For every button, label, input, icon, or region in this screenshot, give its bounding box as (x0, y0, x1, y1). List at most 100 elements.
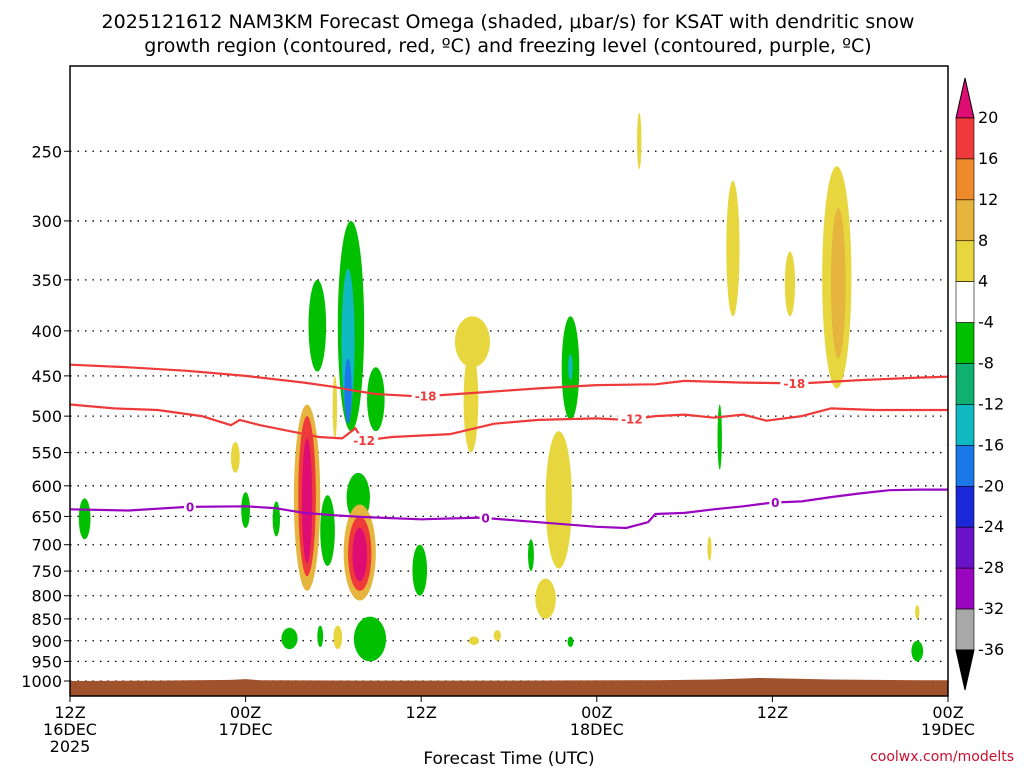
colorbar-label-9: -20 (978, 476, 1004, 495)
y-tick-label-300: 300 (31, 212, 62, 231)
y-tick-label-400: 400 (31, 322, 62, 341)
colorbar-label-7: -12 (978, 394, 1004, 413)
x-tick-label-4-0: 12Z (757, 703, 788, 722)
freezing-level-label-bg-0 (183, 499, 196, 514)
colorbar-swatch-12 (955, 608, 975, 651)
chart-title-line2: growth region (contoured, red, ºC) and f… (144, 35, 871, 57)
x-tick-label-0-0: 12Z (54, 703, 85, 722)
colorbar-swatch-6 (955, 363, 975, 405)
colorbar-swatch-0 (955, 117, 975, 160)
colorbar-swatch-8 (955, 445, 975, 487)
colorbar-label-11: -28 (978, 558, 1004, 577)
colorbar-swatch-10 (955, 526, 975, 569)
x-tick-label-5-0: 00Z (932, 703, 963, 722)
blob-green-tiny (528, 539, 534, 572)
colorbar-label-0: 20 (978, 108, 998, 127)
blob-yellow-band (545, 431, 572, 569)
blob-green-thin (717, 404, 722, 470)
dgz-minus12-label-0: -12 (353, 434, 375, 448)
colorbar-label-3: 8 (978, 231, 988, 250)
blob-green-ll1 (281, 627, 298, 650)
y-tick-label-350: 350 (31, 271, 62, 290)
blob-green-ll5 (911, 640, 924, 662)
blob-yellow-ll2 (468, 636, 480, 645)
freezing-level-label-bg-1 (479, 511, 492, 526)
x-tick-label-0-1: 16DEC (43, 720, 97, 739)
y-tick-label-850: 850 (31, 610, 62, 629)
blob-blue-core (344, 358, 352, 424)
colorbar-swatch-5 (955, 322, 975, 364)
blob-teal-hump (568, 354, 573, 381)
x-tick-label-0-2: 2025 (50, 737, 91, 756)
y-tick-label-1000: 1000 (21, 672, 62, 691)
colorbar-label-5: -4 (978, 313, 994, 332)
blob-magenta-left (301, 438, 313, 564)
colorbar-swatch-1 (955, 158, 975, 201)
freezing-level-label-2: 0 (771, 496, 779, 510)
x-tick-label-1-0: 00Z (230, 703, 261, 722)
colorbar-label-6: -8 (978, 354, 994, 373)
dgz-minus12-label-bg-1 (617, 412, 646, 427)
x-tick-label-3-1: 18DEC (570, 720, 624, 739)
dgz-minus12-label-bg-0 (350, 433, 379, 448)
freezing-level-label-0: 0 (186, 500, 194, 514)
y-tick-label-950: 950 (31, 652, 62, 671)
y-tick-label-900: 900 (31, 632, 62, 651)
y-tick-label-500: 500 (31, 407, 62, 426)
colorbar-label-8: -16 (978, 435, 1004, 454)
blob-yellow-ll4 (915, 605, 920, 619)
x-tick-label-3-0: 00Z (581, 703, 612, 722)
blob-yellow-tiny (707, 536, 712, 561)
x-tick-label-1-1: 17DEC (219, 720, 273, 739)
y-tick-label-750: 750 (31, 562, 62, 581)
blob-green-early (78, 498, 91, 540)
blob-green-upper (308, 279, 327, 372)
blob-yellow-ll (333, 625, 343, 650)
omega-shading (78, 112, 924, 662)
y-axis: 250 300 350 400 450 500 550 600 650 700 750 800 850 9… (21, 142, 70, 691)
dgz-minus18-label-bg-0 (411, 389, 440, 404)
blob-yellow-diag (463, 349, 479, 453)
plot-border (69, 65, 949, 697)
blob-yellow-thin (332, 375, 338, 439)
terrain (70, 677, 948, 696)
colorbar-label-4: 4 (978, 272, 988, 291)
plot-area (70, 66, 948, 696)
blob-magenta-right (352, 527, 368, 582)
freezing-level-line (69, 488, 948, 530)
colorbar-label-12: -32 (978, 599, 1004, 618)
blob-orange-right3 (830, 207, 846, 359)
contour-labels: -18 -18 -12 -12 0 0 0 (183, 376, 809, 526)
blob-green-ll2 (317, 625, 324, 648)
blob-green-side (367, 367, 385, 432)
credit-text: coolwx.com/modelts (870, 749, 1014, 765)
dgz-minus12-label-1: -12 (621, 413, 643, 427)
colorbar-label-10: -24 (978, 517, 1004, 536)
dgz-minus18-label-bg-1 (780, 376, 809, 391)
y-tick-label-650: 650 (31, 507, 62, 526)
chart-title-line1: 2025121612 NAM3KM Forecast Omega (shaded… (102, 11, 915, 33)
colorbar-bottom-arrow (955, 649, 975, 691)
y-tick-label-450: 450 (31, 367, 62, 386)
freezing-level-label-bg-2 (769, 495, 782, 510)
x-axis-label: Forecast Time (UTC) (423, 749, 594, 768)
blob-green-mid2 (412, 544, 428, 596)
blob-green-small2 (272, 501, 280, 537)
y-tick-label-250: 250 (31, 142, 62, 161)
blob-yellow-upper (454, 316, 490, 368)
y-tick-label-700: 700 (31, 536, 62, 555)
dgz-minus18-label-1: -18 (784, 377, 806, 391)
blob-yellow-right2 (784, 251, 796, 317)
colorbar-label-13: -36 (978, 640, 1004, 659)
blob-yellow-small (230, 441, 240, 473)
blob-green-ll4 (567, 636, 574, 648)
blob-green-small (241, 492, 250, 528)
colorbar-swatch-4 (955, 281, 975, 323)
colorbar-swatch-11 (955, 567, 975, 610)
colorbar: 20 16 12 8 4 -4 -8 -12 -16 -20 -24 -28 -32 -36 (955, 77, 1004, 691)
freezing-level-label-1: 0 (481, 512, 489, 526)
colorbar-top-arrow (955, 77, 975, 119)
x-tick-label-5-1: 19DEC (921, 720, 975, 739)
colorbar-swatch-9 (955, 486, 975, 528)
